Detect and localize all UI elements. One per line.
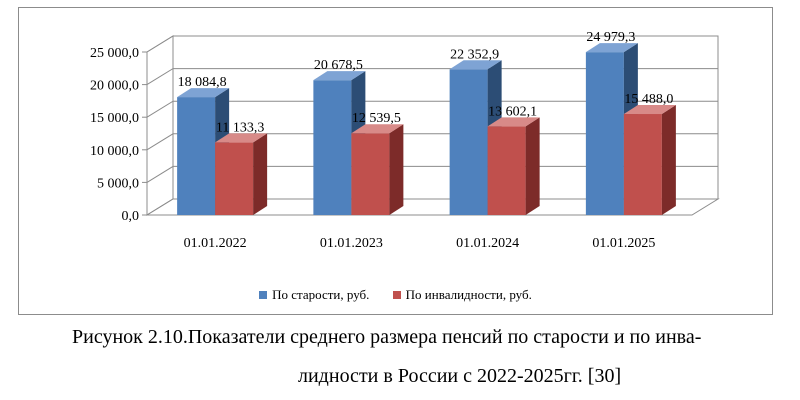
gridline (146, 35, 718, 53)
legend-item-disability: По инвалидности, руб. (392, 287, 532, 303)
bar-old-age-top (449, 60, 502, 70)
data-label-disability: 11 133,3 (216, 120, 264, 135)
figure-caption-line1: Рисунок 2.10.Показатели среднего размера… (72, 326, 702, 348)
figure-caption-line2: лидности в России с 2022-2025гг. [30] (298, 365, 622, 387)
bar-old-age (585, 52, 624, 215)
bar-disability (487, 126, 526, 215)
legend-label-disability: По инвалидности, руб. (405, 287, 532, 302)
bar-disability (623, 114, 662, 215)
y-tick-label: 15 000,0 (90, 111, 139, 126)
bar-disability-top (623, 105, 676, 115)
data-label-old-age: 22 352,9 (450, 47, 499, 62)
side-wall (146, 35, 174, 216)
bar-disability-top (215, 133, 268, 143)
bar-disability-side (525, 117, 540, 215)
legend-swatch-disability (392, 291, 401, 299)
chart-legend: По старости, руб. По инвалидности, руб. (19, 287, 772, 303)
bar-disability-side (253, 133, 268, 215)
legend-swatch-old-age (259, 291, 268, 299)
data-label-old-age: 20 678,5 (314, 58, 363, 73)
chart-frame: 0,0 5 000,0 10 000,0 15 000,0 20 000,0 25 000… (18, 7, 773, 315)
x-tick-label: 01.01.2024 (456, 236, 519, 251)
data-label-disability: 13 602,1 (488, 104, 537, 119)
y-tick-label: 10 000,0 (90, 144, 139, 159)
bar-old-age-top (313, 71, 366, 81)
bar-old-age-top (585, 43, 638, 53)
legend-label-old-age: По старости, руб. (272, 287, 370, 302)
y-tick-label: 20 000,0 (90, 79, 139, 94)
bar-disability-top (351, 124, 404, 134)
bar-disability-side (661, 105, 676, 215)
x-tick-label: 01.01.2025 (592, 236, 655, 251)
bar-old-age (313, 80, 352, 215)
bar-old-age (449, 69, 488, 215)
gridline (146, 100, 718, 118)
bar-disability-top (487, 117, 540, 127)
bar-disability (215, 142, 254, 215)
bar-old-age (177, 97, 216, 215)
bar-old-age-top (177, 88, 230, 98)
legend-item-old-age: По старости, руб. (259, 287, 369, 303)
bar-disability (351, 133, 390, 215)
data-label-old-age: 24 979,3 (586, 30, 635, 45)
data-label-disability: 15 488,0 (624, 92, 673, 107)
data-label-disability: 12 539,5 (352, 111, 401, 126)
data-label-old-age: 18 084,8 (178, 75, 227, 90)
x-tick-label: 01.01.2023 (320, 236, 383, 251)
bar-disability-side (389, 124, 404, 215)
y-tick-label: 0,0 (122, 209, 140, 224)
y-tick-label: 25 000,0 (90, 46, 139, 61)
gridline (146, 68, 718, 86)
pension-bar-chart: 0,0 5 000,0 10 000,0 15 000,0 20 000,0 25 000… (90, 30, 720, 251)
x-tick-label: 01.01.2022 (184, 236, 247, 251)
y-tick-label: 5 000,0 (97, 176, 139, 191)
